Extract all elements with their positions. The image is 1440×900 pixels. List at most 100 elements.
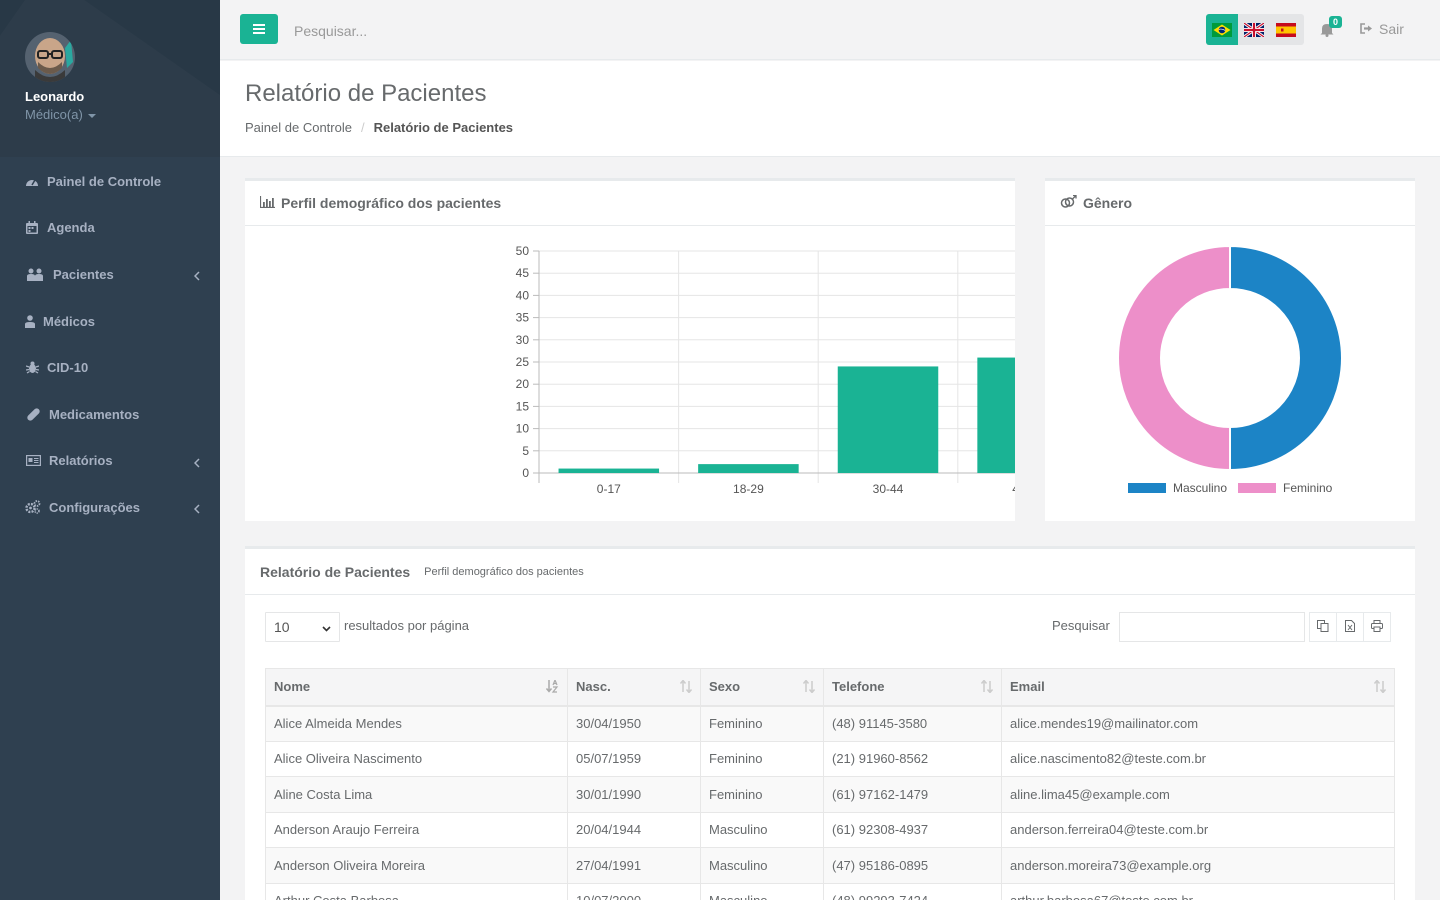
table-search-input[interactable] [1119, 612, 1305, 642]
panel-title-text: Gênero [1083, 195, 1133, 211]
column-header-nasc[interactable]: Nasc. [567, 668, 701, 707]
excel-export-button[interactable] [1336, 612, 1364, 642]
sidebar-nav: Painel de Controle Agenda Pacientes Médi… [0, 158, 220, 531]
cell-nome: Anderson Oliveira Moreira [265, 847, 568, 884]
table-row[interactable]: Anderson Araujo Ferreira 20/04/1944 Masc… [265, 811, 1395, 848]
column-header-email[interactable]: Email [1001, 668, 1395, 707]
flag-uk-icon[interactable] [1238, 14, 1270, 45]
panel-title: Perfil demográfico dos pacientes [245, 181, 1015, 226]
page-size-value: 10 [274, 619, 290, 635]
column-header-telefone[interactable]: Telefone [823, 668, 1002, 707]
y-tick-label: 20 [516, 377, 530, 391]
sidebar-item-configuracoes[interactable]: Configurações [0, 484, 220, 531]
y-tick-label: 50 [516, 244, 530, 258]
sidebar-item-cid-10[interactable]: CID-10 [0, 344, 220, 391]
legend-label: Feminino [1283, 481, 1333, 495]
copy-button[interactable] [1309, 612, 1337, 642]
table-row[interactable]: Alice Oliveira Nascimento 05/07/1959 Fem… [265, 740, 1395, 777]
profile-role-dropdown[interactable]: Médico(a) [25, 107, 220, 122]
panel-title: Gênero [1045, 181, 1415, 226]
cell-nome: Anderson Araujo Ferreira [265, 811, 568, 848]
caret-down-icon [87, 113, 96, 118]
sidebar-item-agenda[interactable]: Agenda [0, 205, 220, 252]
dashboard-icon [25, 174, 39, 188]
breadcrumb-separator: / [360, 120, 365, 135]
search-input[interactable] [294, 20, 594, 42]
chevron-down-icon [322, 619, 331, 635]
page-size-label: resultados por página [344, 618, 470, 633]
legend-swatch-feminino [1238, 483, 1276, 493]
panel-title-text: Perfil demográfico dos pacientes [281, 195, 502, 211]
print-button[interactable] [1363, 612, 1391, 642]
cell-nome: Alice Almeida Mendes [265, 705, 568, 742]
gender-chart-panel: Gênero Masculino Feminino [1045, 178, 1415, 521]
sign-out-icon [1360, 21, 1373, 37]
menu-toggle-button[interactable] [240, 14, 278, 44]
sidebar-item-relatorios[interactable]: Relatórios [0, 438, 220, 485]
breadcrumb-link[interactable]: Painel de Controle [245, 120, 352, 135]
table-search-label: Pesquisar [1052, 618, 1110, 633]
top-navbar: 0 Sair [220, 0, 1440, 60]
cell-sexo: Feminino [700, 740, 824, 777]
patients-table-panel: Relatório de Pacientes Perfil demográfic… [245, 546, 1415, 900]
cell-email: alice.mendes19@mailinator.com [1001, 705, 1395, 742]
flag-spain-icon[interactable] [1270, 14, 1302, 45]
pill-icon [25, 407, 41, 421]
x-tick-label: 0-17 [597, 482, 621, 496]
legend-label: Masculino [1173, 481, 1227, 495]
bug-icon [25, 361, 39, 375]
sidebar-item-painel-de-controle[interactable]: Painel de Controle [0, 158, 220, 205]
profile-header: Leonardo Médico(a) [0, 0, 220, 157]
sidebar-item-label: Pacientes [53, 266, 114, 282]
y-tick-label: 0 [522, 466, 529, 480]
sidebar-item-label: Agenda [47, 220, 95, 236]
page-heading: Relatório de Pacientes Painel de Control… [220, 61, 1440, 157]
bar-18-29 [698, 464, 799, 473]
logout-link[interactable]: Sair [1360, 21, 1404, 37]
sidebar-item-medicamentos[interactable]: Medicamentos [0, 391, 220, 438]
y-tick-label: 25 [516, 355, 530, 369]
bar-30-44 [837, 366, 939, 473]
sidebar-item-label: Painel de Controle [47, 173, 162, 189]
table-row[interactable]: Arthur Costa Barbosa 10/07/2000 Masculin… [265, 882, 1395, 900]
y-tick-label: 15 [516, 399, 530, 413]
x-tick-label: 18-29 [733, 482, 764, 496]
chevron-left-icon [193, 502, 200, 517]
slice-masculino [1229, 244, 1343, 472]
cell-telefone: (61) 97162-1479 [823, 776, 1002, 813]
cell-email: anderson.ferreira04@teste.com.br [1001, 811, 1395, 848]
page-size-select[interactable]: 10 [265, 612, 340, 642]
sidebar-item-label: Relatórios [49, 453, 113, 469]
column-header-nome[interactable]: Nome [265, 668, 568, 707]
sidebar-item-medicos[interactable]: Médicos [0, 298, 220, 345]
cogs-icon [25, 500, 41, 515]
cell-nasc: 05/07/1959 [567, 740, 701, 777]
sidebar-item-pacientes[interactable]: Pacientes [0, 251, 220, 298]
table-row[interactable]: Alice Almeida Mendes 30/04/1950 Feminino… [265, 705, 1395, 742]
y-tick-label: 40 [516, 288, 530, 302]
cell-sexo: Feminino [700, 776, 824, 813]
column-header-sexo[interactable]: Sexo [700, 668, 824, 707]
cell-telefone: (48) 91145-3580 [823, 705, 1002, 742]
cell-nasc: 27/04/1991 [567, 847, 701, 884]
bar-chart-icon [259, 195, 275, 211]
panel-title-text: Relatório de Pacientes [260, 563, 411, 580]
table-row[interactable]: Anderson Oliveira Moreira 27/04/1991 Mas… [265, 847, 1395, 884]
slice-feminino [1117, 244, 1231, 472]
sidebar-item-label: Medicamentos [49, 406, 140, 422]
flag-brazil-icon[interactable] [1206, 14, 1238, 45]
cell-telefone: (61) 92308-4937 [823, 811, 1002, 848]
logout-label: Sair [1379, 21, 1404, 37]
table-row[interactable]: Aline Costa Lima 30/01/1990 Feminino (61… [265, 776, 1395, 813]
gender-donut-chart: Masculino Feminino [1117, 244, 1343, 495]
y-tick-label: 5 [522, 444, 529, 458]
y-tick-label: 35 [516, 311, 530, 325]
breadcrumb: Painel de Controle / Relatório de Pacien… [245, 120, 1415, 135]
panel-title: Relatório de Pacientes Perfil demográfic… [245, 549, 1415, 595]
x-tick-label: 45-59 [1012, 482, 1015, 496]
y-tick-label: 10 [516, 422, 530, 436]
print-icon [1371, 619, 1383, 635]
avatar[interactable] [25, 32, 75, 82]
users-icon [25, 267, 45, 281]
sidebar-item-label: Configurações [49, 499, 141, 515]
